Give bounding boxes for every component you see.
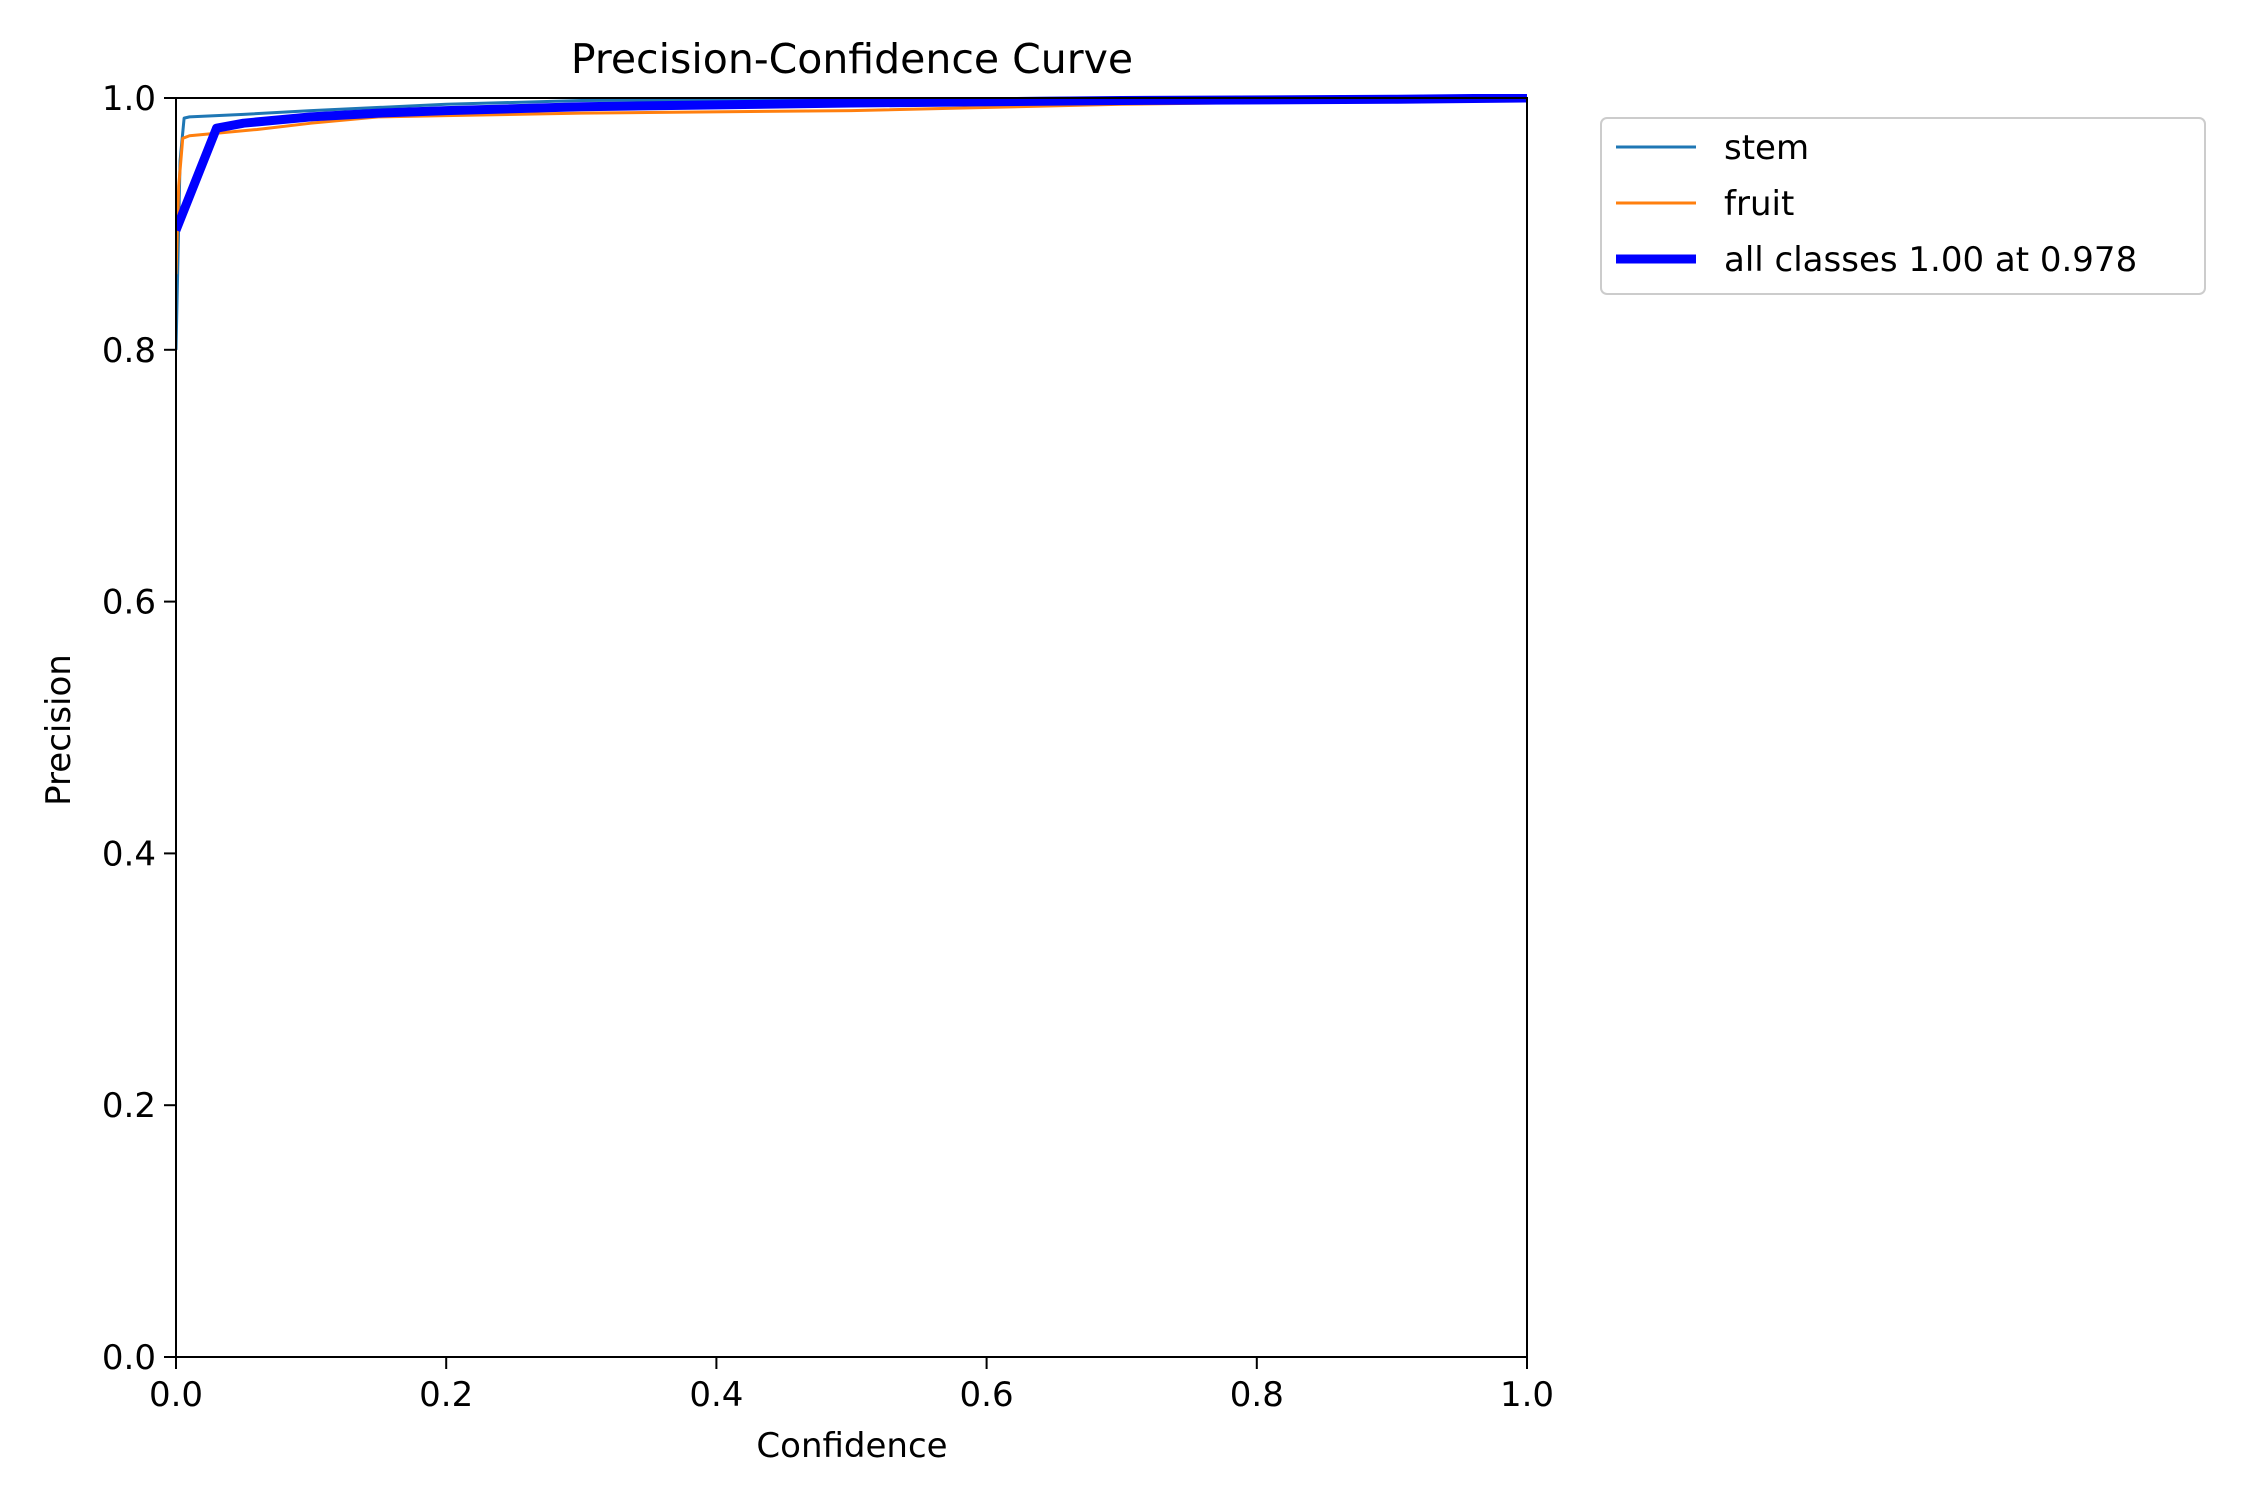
x-tick-label: 1.0 (1500, 1375, 1554, 1415)
plot-area (175, 94, 1528, 1358)
plot-frame (175, 97, 1528, 1358)
x-tick-label: 0.2 (419, 1375, 473, 1415)
y-tick-label: 0.2 (102, 1086, 156, 1126)
y-tick-label: 0.6 (102, 583, 156, 623)
x-tick-label: 0.8 (1230, 1375, 1284, 1415)
y-axis: 0.0 0.2 0.4 0.6 0.8 1.0 (102, 79, 176, 1378)
x-axis-label: Confidence (756, 1426, 947, 1466)
x-tick-label: 0.0 (149, 1375, 203, 1415)
y-tick-label: 1.0 (102, 79, 156, 119)
chart-title: Precision-Confidence Curve (571, 35, 1133, 83)
legend-label: fruit (1724, 184, 1794, 224)
series-line-all-classes (176, 94, 1527, 232)
x-axis: 0.0 0.2 0.4 0.6 0.8 1.0 (149, 1357, 1554, 1415)
x-tick-label: 0.4 (689, 1375, 743, 1415)
y-tick-label: 0.8 (102, 331, 156, 371)
y-tick-label: 0.0 (102, 1338, 156, 1378)
legend: stem fruit all classes 1.00 at 0.978 (1600, 117, 2206, 295)
legend-label: stem (1724, 128, 1809, 168)
legend-label: all classes 1.00 at 0.978 (1724, 240, 2137, 280)
y-tick-label: 0.4 (102, 834, 156, 874)
legend-box (1600, 117, 2206, 295)
y-axis-label: Precision (39, 654, 79, 806)
x-tick-label: 0.6 (960, 1375, 1014, 1415)
